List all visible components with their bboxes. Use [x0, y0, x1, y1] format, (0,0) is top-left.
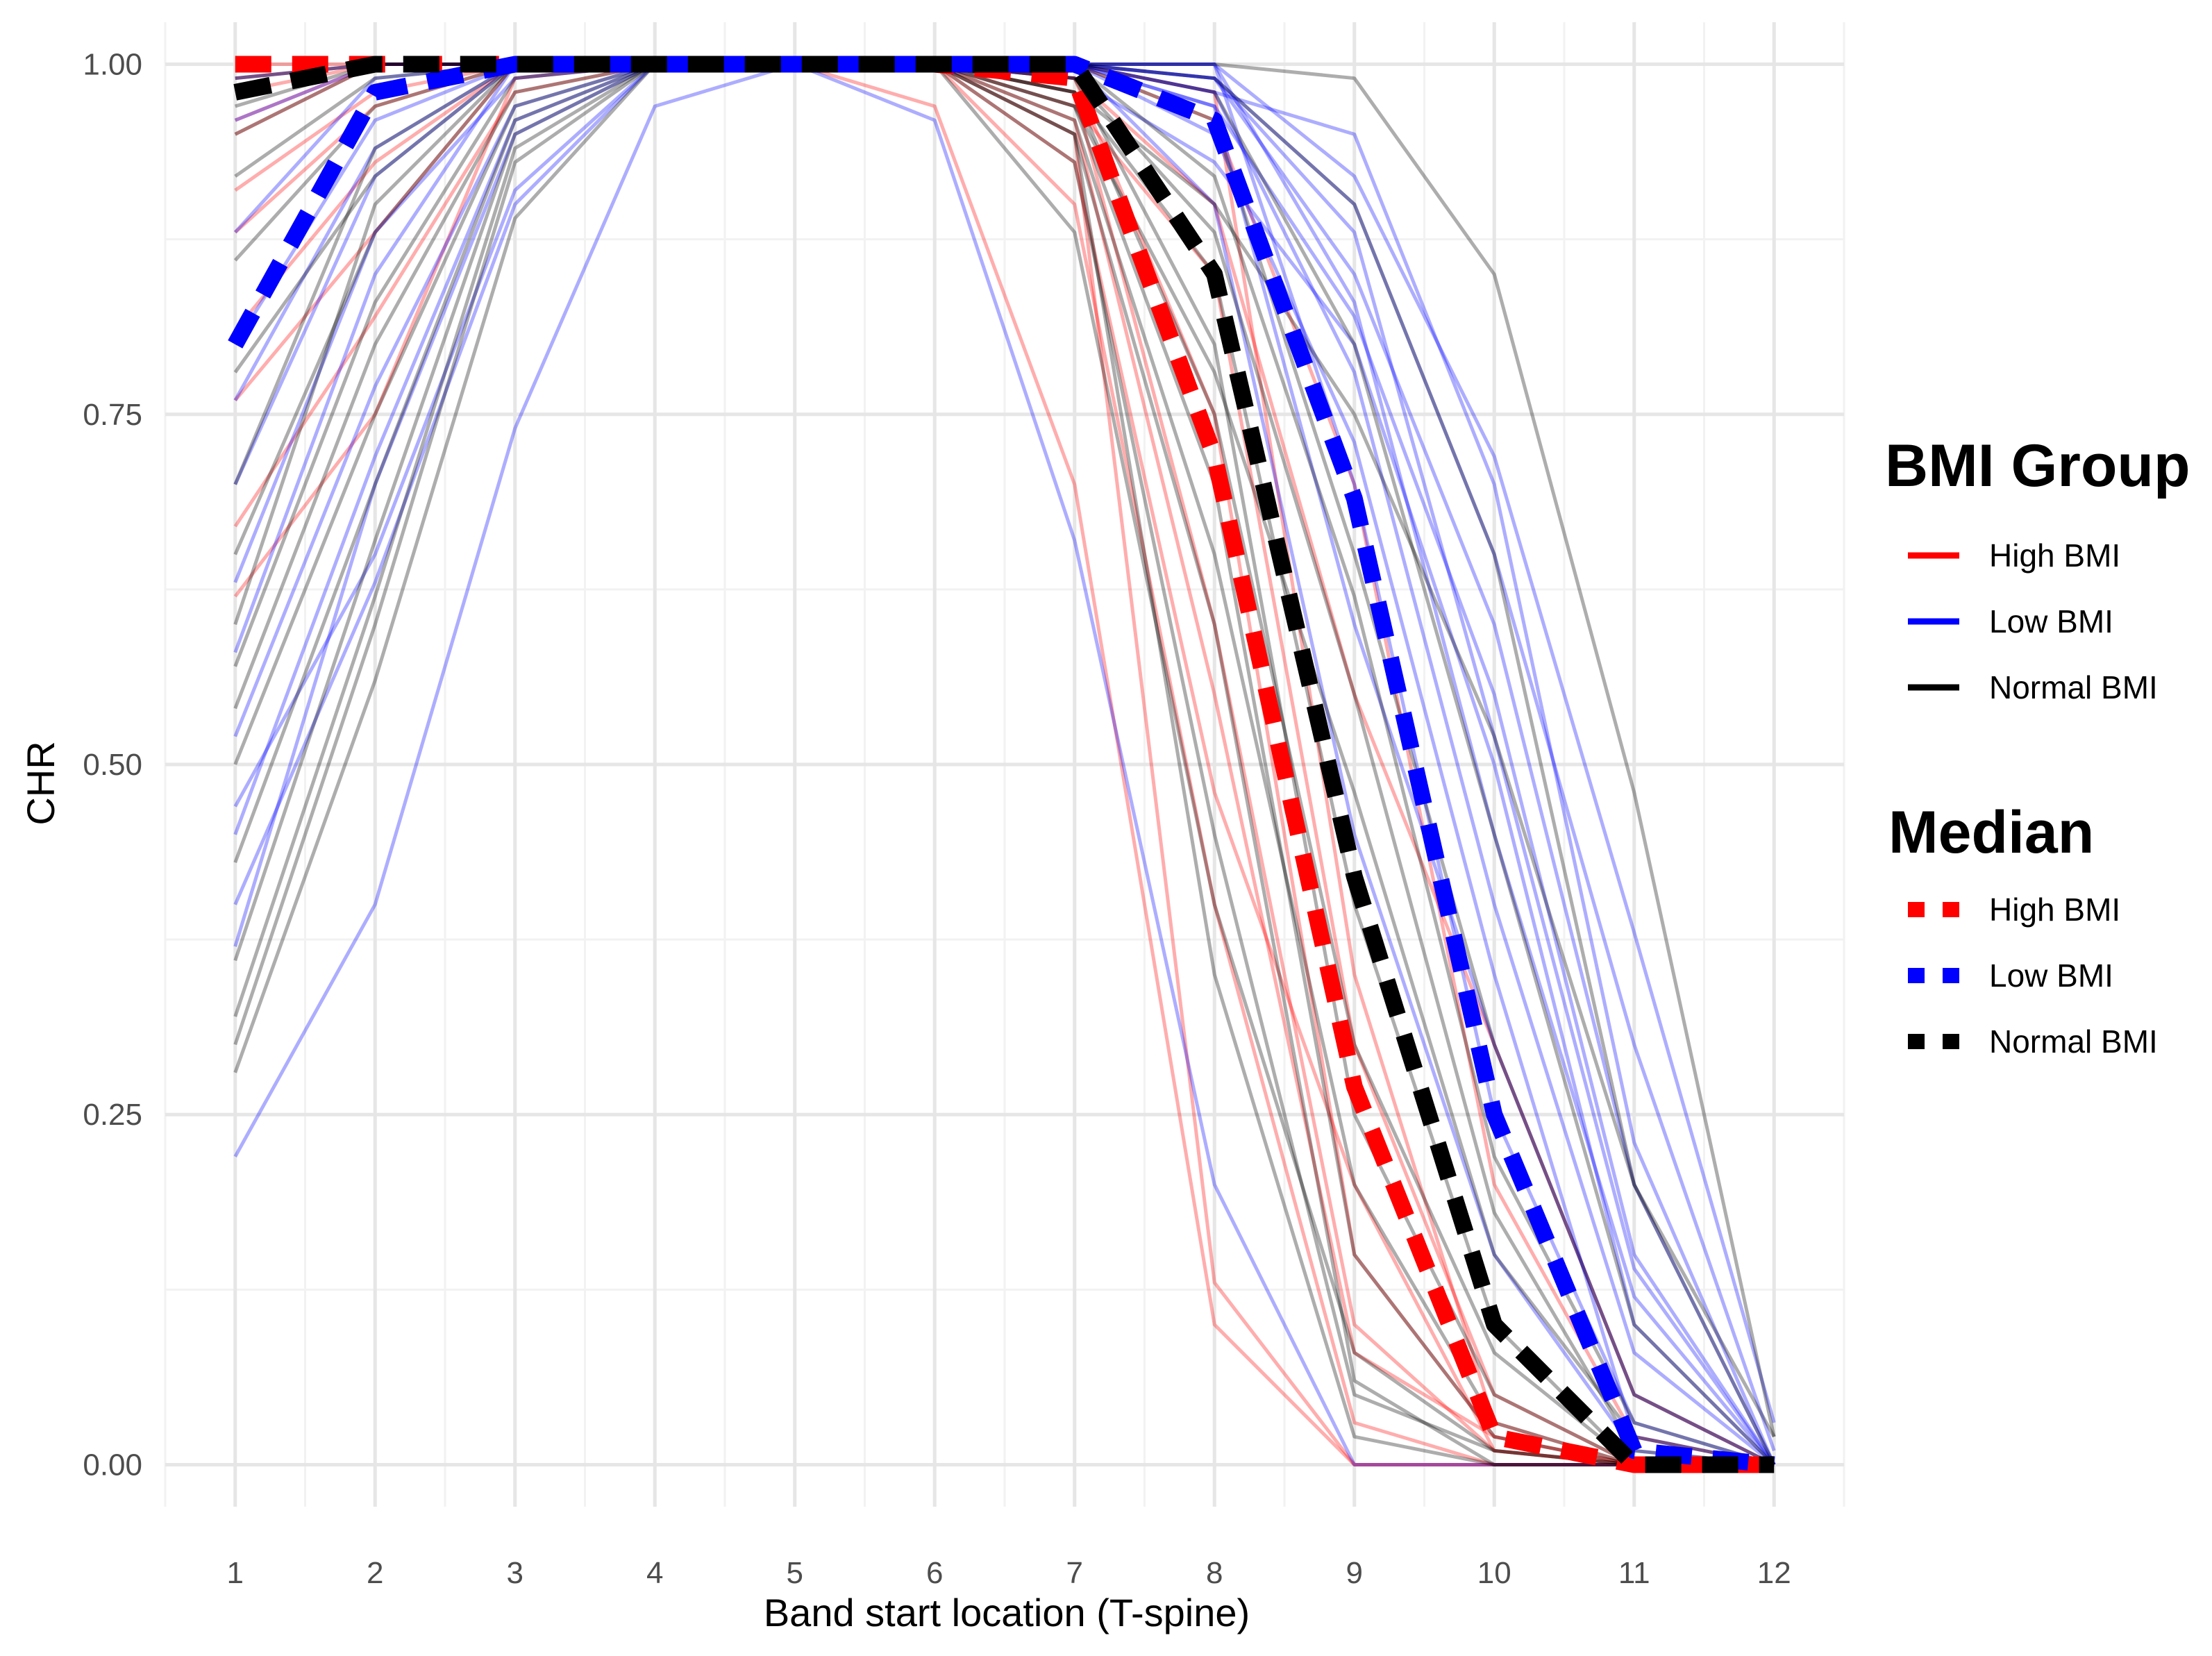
- legend-label-median-high-bmi: High BMI: [1989, 892, 2120, 928]
- x-tick-label: 9: [1346, 1556, 1363, 1590]
- y-tick-label: 0.75: [83, 398, 142, 432]
- individual-line-normal-bmi: [233, 62, 1775, 1466]
- x-tick-label: 3: [507, 1556, 523, 1590]
- legend-bmi-group: BMI Group High BMI Low BMI Normal BMI: [1885, 433, 2190, 705]
- x-axis-tick-labels: 1 2 3 4 5 6 7 8 9 10 11 12: [227, 1556, 1791, 1590]
- x-axis-title: Band start location (T-spine): [764, 1591, 1250, 1634]
- x-tick-label: 4: [646, 1556, 663, 1590]
- legend-label-high-bmi: High BMI: [1989, 537, 2120, 574]
- legend-median: Median High BMI Low BMI Normal BMI: [1888, 799, 2158, 1060]
- legend-label-median-normal-bmi: Normal BMI: [1989, 1023, 2158, 1060]
- x-tick-label: 11: [1618, 1556, 1650, 1590]
- x-tick-label: 12: [1757, 1556, 1791, 1590]
- individual-line-high-bmi: [233, 62, 1775, 1466]
- legend-label-low-bmi: Low BMI: [1989, 603, 2113, 639]
- legend-title-bmi-group: BMI Group: [1885, 433, 2190, 499]
- y-axis-tick-labels: 0.00 0.25 0.50 0.75 1.00: [83, 48, 142, 1482]
- x-tick-label: 10: [1477, 1556, 1511, 1590]
- median-series-lines: [228, 56, 1775, 1473]
- x-tick-label: 5: [787, 1556, 803, 1590]
- individual-line-normal-bmi: [233, 62, 1775, 1466]
- legend-label-median-low-bmi: Low BMI: [1989, 957, 2113, 994]
- x-tick-label: 1: [227, 1556, 244, 1590]
- y-tick-label: 1.00: [83, 48, 142, 82]
- individual-line-normal-bmi: [233, 62, 1775, 1466]
- x-tick-label: 8: [1206, 1556, 1223, 1590]
- individual-line-high-bmi: [233, 62, 1775, 1466]
- y-axis-title: CHR: [19, 741, 62, 825]
- individual-line-low-bmi: [233, 62, 1775, 1466]
- x-tick-label: 7: [1066, 1556, 1083, 1590]
- y-tick-label: 0.25: [83, 1098, 142, 1132]
- y-tick-label: 0.00: [83, 1448, 142, 1482]
- legend-label-normal-bmi: Normal BMI: [1989, 669, 2158, 705]
- x-tick-label: 6: [926, 1556, 943, 1590]
- y-tick-label: 0.50: [83, 748, 142, 782]
- x-tick-label: 2: [367, 1556, 383, 1590]
- legend-title-median: Median: [1888, 799, 2094, 866]
- median-line-normal-bmi: [233, 56, 1775, 1473]
